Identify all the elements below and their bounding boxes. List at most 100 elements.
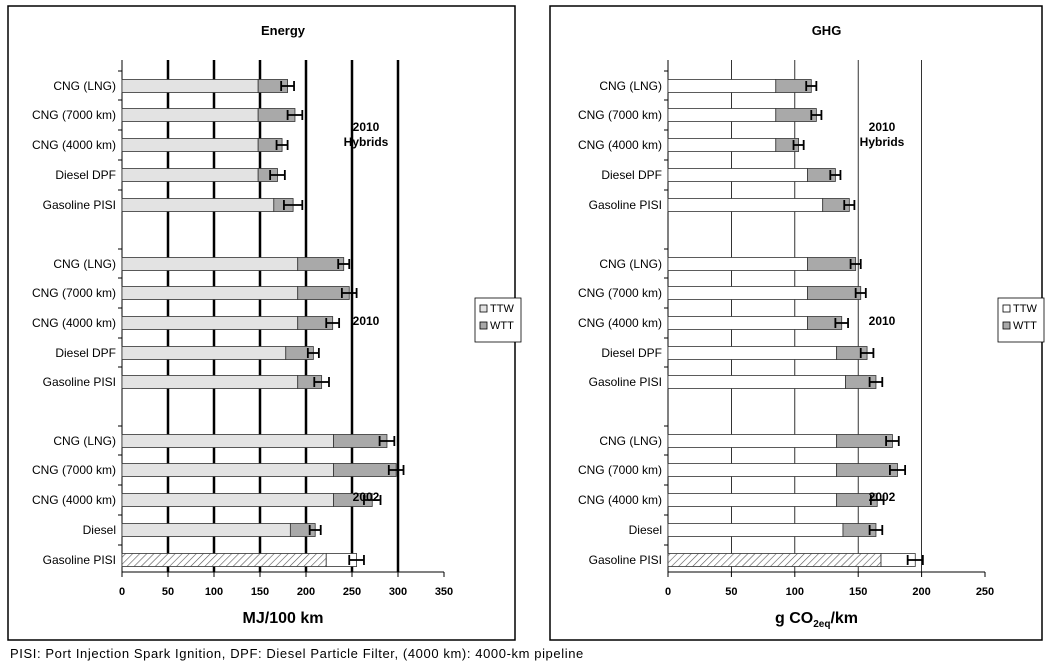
x-tick-label: 350: [435, 586, 453, 598]
category-label: CNG (4000 km): [578, 138, 662, 152]
category-label: CNG (7000 km): [578, 286, 662, 300]
bar-ttw: [667, 553, 882, 567]
bar-wtt: [297, 257, 345, 271]
x-tick-label: 50: [162, 586, 174, 598]
category-label: CNG (7000 km): [578, 108, 662, 122]
bar-wtt: [836, 434, 893, 448]
category-label: Gasoline PISI: [589, 553, 662, 567]
x-axis-label: g CO2eq/km: [775, 610, 858, 630]
bar-wtt: [807, 286, 862, 300]
x-tick-label: 0: [119, 586, 125, 598]
bar-ttw: [121, 523, 291, 537]
x-tick-label: 150: [251, 586, 269, 598]
category-label: Gasoline PISI: [43, 198, 116, 212]
category-label: CNG (7000 km): [578, 463, 662, 477]
chart-title: GHG: [812, 23, 842, 38]
bar-ttw: [667, 493, 838, 507]
bar-ttw: [667, 257, 808, 271]
category-label: Diesel: [629, 523, 662, 537]
category-label: Diesel DPF: [601, 168, 662, 182]
chart-panel-energy: Energy 0 50 100 150 200 250 300 350 MJ/100 km CNG …: [7, 5, 522, 641]
bar-ttw: [667, 286, 808, 300]
bar-ttw: [121, 79, 259, 93]
bar-wtt: [333, 463, 397, 477]
category-label: CNG (LNG): [599, 434, 662, 448]
category-label: CNG (4000 km): [32, 316, 116, 330]
group-label: Hybrids: [860, 135, 905, 149]
x-tick-label: 100: [205, 586, 223, 598]
category-label: CNG (7000 km): [32, 463, 116, 477]
x-tick-label: 150: [849, 586, 867, 598]
category-label: CNG (LNG): [53, 79, 116, 93]
bar-ttw: [121, 138, 259, 152]
x-tick-label: 300: [389, 586, 407, 598]
bar-ttw: [667, 198, 824, 212]
x-tick-label: 200: [297, 586, 315, 598]
bar-ttw: [121, 434, 335, 448]
x-tick-label: 0: [665, 586, 671, 598]
bar-ttw: [667, 138, 777, 152]
legend-swatch: [479, 321, 488, 330]
legend-swatch: [479, 304, 488, 313]
bar-ttw: [667, 346, 838, 360]
legend-entry: TTW: [1013, 303, 1037, 315]
bar-ttw: [667, 168, 808, 182]
bar-wtt: [775, 108, 817, 122]
bar-ttw: [121, 463, 335, 477]
category-label: CNG (LNG): [599, 257, 662, 271]
footnote: PISI: Port Injection Spark Ignition, DPF…: [10, 646, 584, 661]
x-tick-label: 100: [786, 586, 804, 598]
bar-ttw: [121, 108, 259, 122]
legend: TTW WTT: [997, 297, 1045, 343]
x-tick-label: 200: [912, 586, 930, 598]
x-tick-label: 250: [343, 586, 361, 598]
chart-panel-ghg: GHG 0 50 100 150 200 250 g CO2eq/km CNG (LNG) CNG…: [549, 5, 1045, 641]
group-label: 2002: [869, 490, 896, 504]
bar-ttw: [121, 553, 327, 567]
chart-title: Energy: [261, 23, 306, 38]
legend-entry: WTT: [1013, 320, 1037, 332]
group-label: 2002: [353, 490, 380, 504]
bar-ttw: [667, 463, 838, 477]
bar-wtt: [807, 257, 857, 271]
category-label: Diesel: [83, 523, 116, 537]
bar-ttw: [121, 316, 299, 330]
category-label: Diesel DPF: [601, 346, 662, 360]
legend-swatch: [1002, 304, 1011, 313]
category-label: Gasoline PISI: [43, 553, 116, 567]
category-label: CNG (4000 km): [578, 493, 662, 507]
category-label: Gasoline PISI: [589, 375, 662, 389]
category-label: Gasoline PISI: [43, 375, 116, 389]
category-label: Diesel DPF: [55, 346, 116, 360]
category-label: CNG (LNG): [53, 257, 116, 271]
group-label: 2010: [869, 120, 896, 134]
group-label: 2010: [353, 314, 380, 328]
x-tick-label: 50: [725, 586, 737, 598]
category-label: CNG (4000 km): [32, 138, 116, 152]
legend-swatch: [1002, 321, 1011, 330]
bar-ttw: [121, 168, 259, 182]
bar-ttw: [667, 108, 777, 122]
legend-entry: TTW: [490, 303, 514, 315]
legend-entry: WTT: [490, 320, 514, 332]
bar-ttw: [667, 523, 844, 537]
category-label: CNG (4000 km): [578, 316, 662, 330]
bar-ttw: [121, 198, 275, 212]
category-label: CNG (LNG): [53, 434, 116, 448]
category-label: CNG (LNG): [599, 79, 662, 93]
bar-wtt: [836, 463, 898, 477]
bar-ttw: [667, 375, 846, 389]
group-label: Hybrids: [344, 135, 389, 149]
bar-ttw: [121, 257, 299, 271]
group-label: 2010: [869, 314, 896, 328]
bar-ttw: [667, 79, 777, 93]
category-label: CNG (7000 km): [32, 286, 116, 300]
category-label: Diesel DPF: [55, 168, 116, 182]
bar-ttw: [667, 434, 838, 448]
x-axis-label: MJ/100 km: [243, 610, 324, 627]
bar-ttw: [121, 346, 287, 360]
category-label: CNG (4000 km): [32, 493, 116, 507]
category-label: Gasoline PISI: [589, 198, 662, 212]
legend: TTW WTT: [474, 297, 522, 343]
